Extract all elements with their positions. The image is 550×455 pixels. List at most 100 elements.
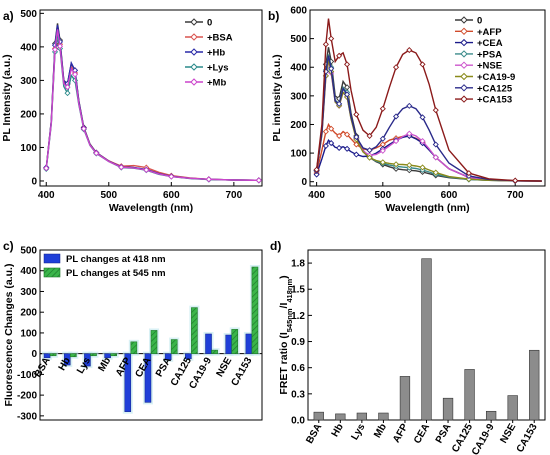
data-point [336,100,343,107]
data-point [118,164,125,171]
y-tick-label: 500 [290,34,307,45]
plot-frame [39,9,263,187]
bar-545nm-PSA [170,339,178,354]
x-tick-label: 500 [374,190,391,201]
legend-label: 0 [207,18,212,29]
category-label-CA19-9: CA19-9 [470,422,497,455]
data-point [432,107,439,114]
data-point [80,125,87,132]
y-tick-label: 100 [20,328,37,339]
category-label-PSA: PSA [434,422,454,445]
data-point [93,150,100,157]
y-tick-label: 200 [290,120,307,131]
y-tick-label: 100 [20,143,37,154]
bar-418nm-AFP [124,353,132,412]
data-point [465,170,472,177]
data-point [379,159,386,166]
data-point [406,102,413,109]
data-point [366,154,373,161]
data-point [432,154,439,161]
panel-label-1: b) [268,9,279,23]
bar-418nm-PSA [164,353,172,361]
legend-label: +CA19-9 [477,72,515,83]
bar-CA125 [464,369,475,421]
data-point [393,113,400,120]
legend-label: +Mb [207,78,226,89]
y-axis-title: PL Intensity (a.u.) [1,54,13,141]
y-tick-label: 300 [290,91,307,102]
plot-frame [39,249,263,421]
bar-545nm-BSA [49,353,57,357]
legend-label: +AFP [477,27,502,38]
y-tick-label: 300 [20,76,37,87]
bar-418nm-Hb [63,353,71,366]
y-tick-label: 0 [31,349,37,360]
y-tick-label: 400 [20,266,37,277]
data-point [366,147,373,154]
data-point [51,46,59,53]
y-tick-label: 200 [20,109,37,120]
x-axis-title: Wavelength (nm) [109,202,193,214]
y-tick-label: 0.6 [291,363,305,374]
y-axis-title-part: FRET ratio (I [278,332,290,394]
data-point [379,141,386,148]
panel-1: b)400 500 600 7000100200300400500600Wavelen… [268,6,546,214]
bar-Mb [378,412,389,421]
legend-marker [190,18,198,26]
bar-418nm-CA125 [185,353,192,360]
series-line-+Mb [45,29,259,181]
data-point [406,130,413,137]
panel-0: a)400 500 600 7000100200300400500Wavelength… [1,9,263,214]
legend-marker [460,27,468,36]
legend-marker [460,95,468,103]
bar-Lys [356,412,368,421]
legend-marker [190,78,198,86]
data-point [393,138,400,145]
y-tick-label: 400 [290,63,307,74]
data-point [313,166,320,173]
category-label-AFP: AFP [391,422,411,445]
y-tick-label: 400 [20,42,37,53]
data-point [336,132,343,139]
legend-marker [460,84,468,92]
legend-label: +CA153 [477,95,512,106]
bar-NSE [507,395,518,421]
data-point [322,128,329,135]
bar-CA153 [529,349,540,421]
data-point [344,61,351,68]
data-point [432,141,439,148]
x-tick-label: 400 [38,190,55,201]
y-tick-label: 500 [20,246,37,257]
legend-label: PL changes at 418 nm [66,254,166,265]
y-axis-title-part: ) [278,275,290,279]
y-tick-label: 100 [290,149,307,160]
data-point [366,132,373,139]
data-point [419,114,426,121]
data-point [344,131,351,138]
data-point [432,169,439,176]
data-point [344,91,351,98]
category-label-CEA: CEA [412,422,432,446]
y-axis-title-part: 545nm [285,308,294,332]
data-point [64,84,71,91]
data-point [255,177,262,184]
x-tick-label: 400 [308,190,325,201]
x-tick-label: 700 [226,190,243,201]
category-label-BSA: BSA [304,422,324,446]
x-tick-label: 600 [163,190,180,201]
legend-swatch-418 [43,253,61,264]
panel-3: d) 0.0 0.3 0.6 0.9 1.2 1.5 1.8 FRET ratio (I545n… [270,239,546,455]
data-point [322,142,329,149]
data-point [419,61,426,68]
panel-label-2: c) [3,239,14,253]
legend-marker [460,16,468,24]
bar-Hb [335,413,346,421]
category-label-NSE: NSE [498,422,518,446]
data-point [328,125,335,132]
category-label-Lys: Lys [349,422,367,442]
data-point [56,43,64,50]
data-point [419,138,426,145]
data-point [43,165,50,172]
y-axis-title-part: /I [278,303,290,309]
legend-label: +CA125 [477,83,513,94]
